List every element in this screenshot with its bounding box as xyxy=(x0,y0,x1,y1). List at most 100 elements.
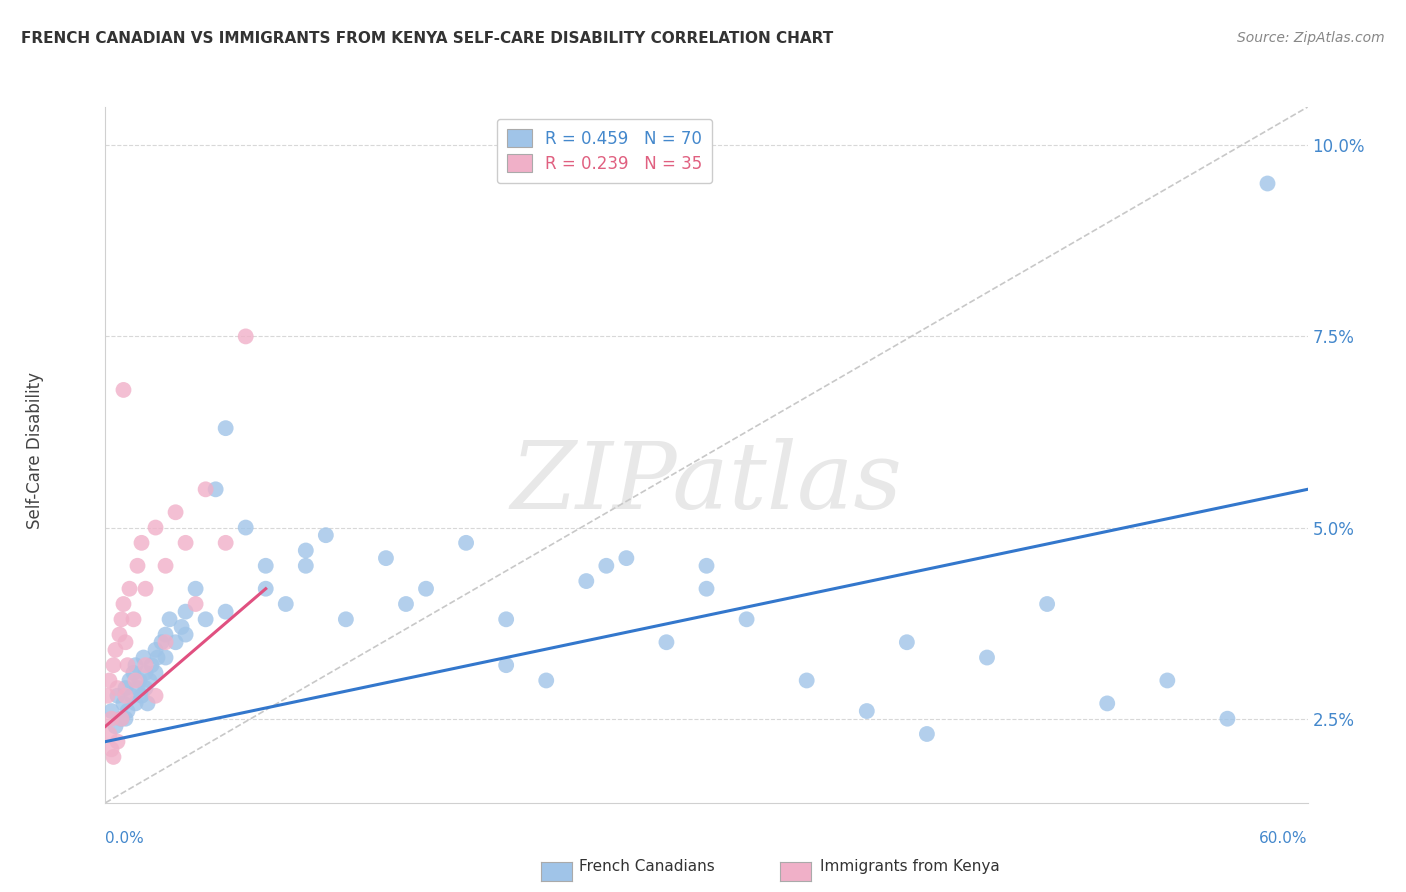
Point xyxy=(118,673,141,688)
Point xyxy=(616,551,638,566)
Point xyxy=(145,689,167,703)
Point xyxy=(235,520,257,534)
Point xyxy=(696,558,718,573)
Point xyxy=(100,704,122,718)
Point xyxy=(110,612,132,626)
Point xyxy=(146,650,169,665)
Point xyxy=(295,543,318,558)
Point xyxy=(896,635,918,649)
Point xyxy=(155,635,177,649)
Point xyxy=(117,704,139,718)
Point xyxy=(114,712,136,726)
Point xyxy=(184,582,207,596)
Point xyxy=(104,719,127,733)
Point xyxy=(165,505,187,519)
Point xyxy=(495,658,517,673)
Point xyxy=(108,627,131,641)
Point xyxy=(104,643,127,657)
Point xyxy=(114,635,136,649)
Point xyxy=(103,750,125,764)
Point xyxy=(315,528,337,542)
Point xyxy=(855,704,877,718)
Point xyxy=(138,673,160,688)
Text: 60.0%: 60.0% xyxy=(1260,831,1308,846)
Point xyxy=(98,673,121,688)
Point xyxy=(122,665,145,680)
Point xyxy=(214,421,236,435)
Text: Immigrants from Kenya: Immigrants from Kenya xyxy=(820,860,1000,874)
Point xyxy=(127,681,149,695)
Point xyxy=(1257,177,1279,191)
Point xyxy=(117,658,139,673)
Point xyxy=(374,551,396,566)
Point xyxy=(131,689,153,703)
Point xyxy=(112,697,135,711)
Point xyxy=(254,558,277,573)
Point xyxy=(155,558,177,573)
Point xyxy=(124,697,146,711)
Point xyxy=(295,558,318,573)
Point xyxy=(98,727,121,741)
Point xyxy=(155,650,177,665)
Legend: R = 0.459   N = 70, R = 0.239   N = 35: R = 0.459 N = 70, R = 0.239 N = 35 xyxy=(496,119,711,183)
Point xyxy=(1036,597,1059,611)
Point xyxy=(214,536,236,550)
Point xyxy=(534,673,557,688)
Point xyxy=(96,689,118,703)
Point xyxy=(114,681,136,695)
Point xyxy=(184,597,207,611)
Point xyxy=(170,620,193,634)
Point xyxy=(141,658,163,673)
Point xyxy=(335,612,357,626)
Point xyxy=(100,742,122,756)
Point xyxy=(107,681,129,695)
Point xyxy=(1216,712,1239,726)
Text: FRENCH CANADIAN VS IMMIGRANTS FROM KENYA SELF-CARE DISABILITY CORRELATION CHART: FRENCH CANADIAN VS IMMIGRANTS FROM KENYA… xyxy=(21,31,834,46)
Point xyxy=(235,329,257,343)
Point xyxy=(100,712,122,726)
Point xyxy=(122,612,145,626)
Point xyxy=(131,536,153,550)
Point xyxy=(254,582,277,596)
Point xyxy=(112,597,135,611)
Point xyxy=(165,635,187,649)
Point xyxy=(132,650,155,665)
Point xyxy=(127,558,149,573)
Point xyxy=(110,712,132,726)
Point xyxy=(107,689,129,703)
Text: Self-Care Disability: Self-Care Disability xyxy=(27,372,44,529)
Point xyxy=(118,582,141,596)
Point xyxy=(174,536,197,550)
Point xyxy=(135,582,157,596)
Point xyxy=(124,658,146,673)
Point xyxy=(495,612,517,626)
Point xyxy=(1097,697,1119,711)
Point xyxy=(595,558,617,573)
Point xyxy=(136,697,159,711)
Point xyxy=(159,612,181,626)
Point xyxy=(915,727,938,741)
Point xyxy=(145,643,167,657)
Point xyxy=(124,673,146,688)
Point xyxy=(112,383,135,397)
Point xyxy=(796,673,818,688)
Point xyxy=(110,712,132,726)
Point xyxy=(114,689,136,703)
Text: ZIPatlas: ZIPatlas xyxy=(510,438,903,528)
Point xyxy=(194,483,217,497)
Text: French Canadians: French Canadians xyxy=(579,860,716,874)
Point xyxy=(103,658,125,673)
Point xyxy=(204,483,226,497)
Point xyxy=(135,665,157,680)
Text: 0.0%: 0.0% xyxy=(105,831,145,846)
Point xyxy=(415,582,437,596)
Point xyxy=(194,612,217,626)
Point xyxy=(150,635,173,649)
Point xyxy=(174,605,197,619)
Text: Source: ZipAtlas.com: Source: ZipAtlas.com xyxy=(1237,31,1385,45)
Point xyxy=(976,650,998,665)
Point xyxy=(135,681,157,695)
Point xyxy=(274,597,297,611)
Point xyxy=(145,520,167,534)
Point xyxy=(121,689,143,703)
